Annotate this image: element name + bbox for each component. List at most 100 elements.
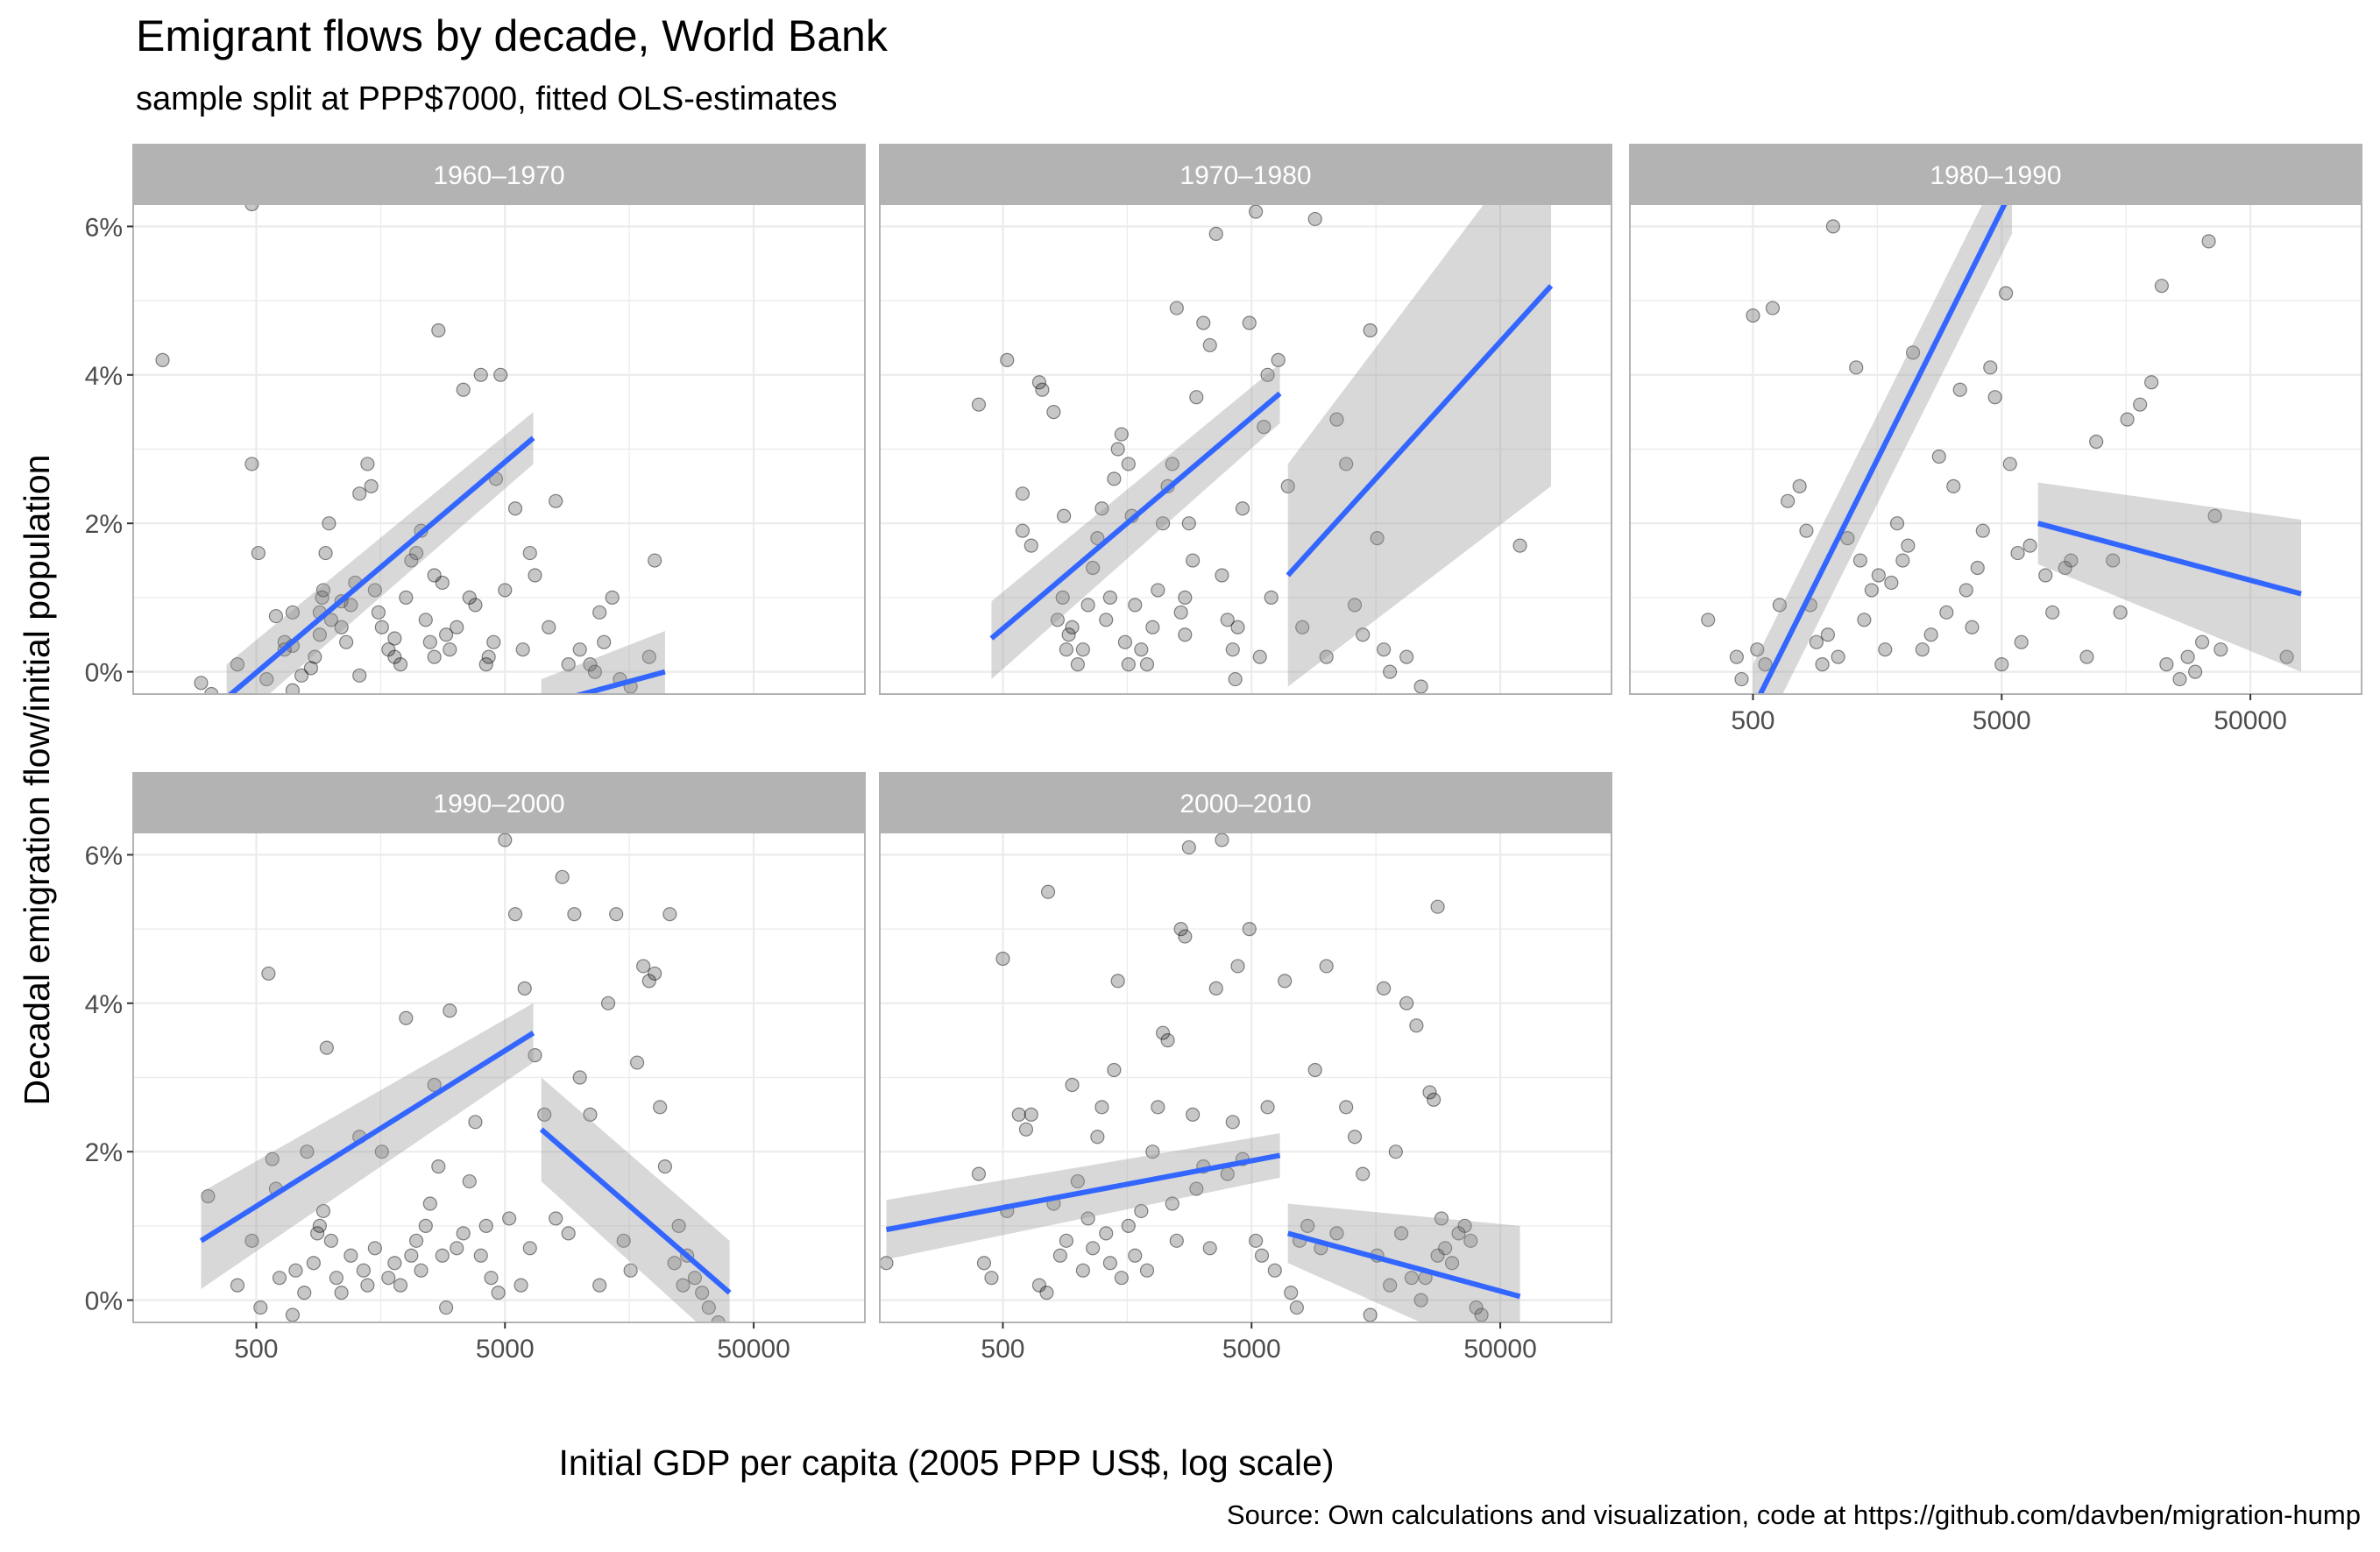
data-point xyxy=(318,545,333,561)
facet-strip xyxy=(1629,144,2362,205)
data-point xyxy=(1035,382,1050,397)
data-point xyxy=(609,907,624,922)
data-point xyxy=(1070,657,1085,672)
data-point xyxy=(259,671,274,687)
data-point xyxy=(1792,478,1807,493)
data-point xyxy=(1090,1130,1105,1145)
data-point xyxy=(2002,457,2017,471)
data-point xyxy=(2106,553,2121,568)
data-point xyxy=(542,620,556,634)
data-point xyxy=(2058,560,2072,576)
data-point xyxy=(1178,627,1193,642)
fit-line-low-income xyxy=(1757,204,2008,694)
data-point xyxy=(555,869,570,884)
data-point xyxy=(1999,286,2014,301)
data-point xyxy=(1114,427,1129,442)
data-point xyxy=(367,583,382,598)
data-point xyxy=(1155,1025,1171,1040)
data-point xyxy=(473,1248,488,1263)
data-point xyxy=(1202,337,1217,353)
data-point xyxy=(244,204,259,212)
data-point xyxy=(201,1188,216,1204)
data-point xyxy=(1413,1293,1428,1308)
data-point xyxy=(1422,1085,1437,1100)
x-tick-label: 500 xyxy=(234,1335,278,1364)
data-point xyxy=(404,1248,419,1263)
data-point xyxy=(493,367,508,382)
data-point xyxy=(1070,1173,1085,1189)
data-point xyxy=(478,1218,493,1233)
data-point xyxy=(1889,516,1905,531)
data-point xyxy=(1090,531,1105,546)
data-point xyxy=(204,686,219,694)
data-point xyxy=(1434,1211,1449,1226)
data-point xyxy=(2172,671,2187,687)
data-point xyxy=(1242,922,1257,937)
data-point xyxy=(1128,598,1143,613)
data-point xyxy=(468,1115,483,1130)
y-tick-label: 4% xyxy=(85,990,123,1019)
data-point xyxy=(1399,649,1414,664)
data-point xyxy=(1975,523,1990,538)
data-point xyxy=(507,907,523,922)
y-tick-label: 6% xyxy=(85,213,123,242)
facet-strip xyxy=(132,144,866,205)
data-point xyxy=(268,608,284,624)
data-point xyxy=(623,1263,638,1278)
data-point xyxy=(522,1241,537,1256)
data-point xyxy=(1165,457,1179,471)
data-point xyxy=(1151,1100,1165,1115)
facet-strip xyxy=(132,772,866,833)
fit-line-low-income xyxy=(885,1152,1281,1233)
data-point xyxy=(1065,620,1080,634)
data-point xyxy=(711,1315,726,1322)
data-point xyxy=(323,613,338,627)
data-point xyxy=(1102,1256,1117,1271)
data-point xyxy=(605,590,620,605)
data-point xyxy=(522,545,537,561)
data-point xyxy=(1871,568,1886,583)
data-point xyxy=(583,1107,598,1122)
data-point xyxy=(1260,367,1275,382)
data-point xyxy=(971,397,987,412)
y-tick-label: 0% xyxy=(85,659,123,688)
data-point xyxy=(435,1248,450,1263)
data-point xyxy=(1046,405,1061,420)
data-point xyxy=(2038,568,2053,583)
y-tick-label: 6% xyxy=(85,841,123,870)
data-point xyxy=(422,1196,437,1211)
data-point xyxy=(1215,568,1229,583)
data-point xyxy=(360,1278,375,1293)
data-point xyxy=(600,996,616,1010)
data-point xyxy=(244,457,259,471)
data-point xyxy=(435,575,450,591)
data-point xyxy=(1031,1278,1047,1293)
data-point xyxy=(1139,1263,1155,1278)
data-point xyxy=(1271,352,1286,367)
data-point xyxy=(399,1010,414,1025)
data-point xyxy=(1050,613,1066,627)
data-point xyxy=(1820,627,1835,642)
data-point xyxy=(984,1271,999,1286)
data-point xyxy=(427,568,442,583)
data-point xyxy=(1307,1062,1322,1078)
data-point xyxy=(2279,649,2294,664)
data-point xyxy=(443,642,457,657)
data-point xyxy=(230,657,245,672)
data-point xyxy=(1086,560,1101,576)
data-point xyxy=(616,1233,631,1248)
data-point xyxy=(2159,657,2174,672)
data-point xyxy=(641,649,656,664)
data-point xyxy=(1018,1122,1034,1137)
data-point xyxy=(662,907,677,922)
data-point xyxy=(597,634,612,649)
data-point xyxy=(1404,1271,1419,1286)
confidence-band-high-income xyxy=(541,1077,730,1322)
x-tick-label: 500 xyxy=(981,1335,1024,1364)
data-point xyxy=(285,1308,301,1322)
data-point xyxy=(528,1047,542,1063)
data-point xyxy=(285,683,301,694)
data-point xyxy=(484,1271,499,1286)
y-tick-label: 0% xyxy=(85,1287,123,1316)
